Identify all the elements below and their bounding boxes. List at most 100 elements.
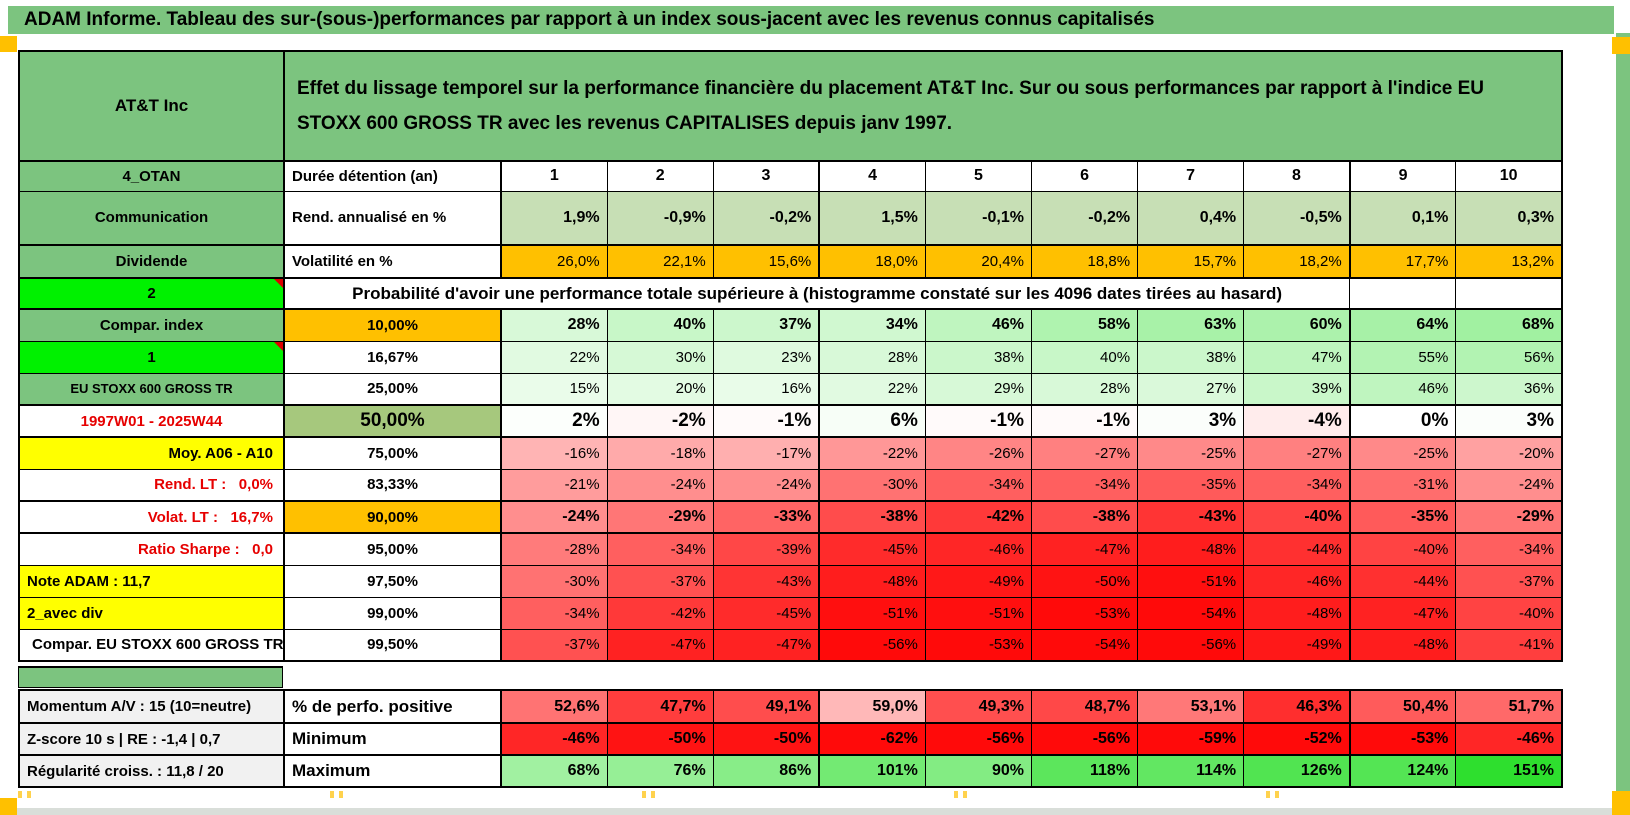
row-label-cell[interactable]: Communication (18, 190, 285, 246)
value-cell[interactable]: 114% (1137, 754, 1245, 788)
value-cell[interactable]: -37% (1455, 564, 1563, 598)
value-cell[interactable]: -40% (1243, 500, 1351, 534)
value-cell[interactable]: -47% (1349, 596, 1457, 630)
value-cell[interactable]: -2% (606, 404, 714, 438)
value-cell[interactable]: -41% (1455, 628, 1563, 662)
value-cell[interactable]: 49,3% (924, 689, 1032, 724)
value-cell[interactable]: -16% (500, 436, 608, 470)
value-cell[interactable]: -22% (818, 436, 926, 470)
value-cell[interactable]: 50,4% (1349, 689, 1457, 724)
metric-label-cell[interactable]: 16,67% (283, 340, 502, 374)
value-cell[interactable]: 1,5% (818, 190, 926, 246)
value-cell[interactable]: 13,2% (1455, 244, 1563, 279)
value-cell[interactable]: -35% (1349, 500, 1457, 534)
row-label-cell[interactable]: 4_OTAN (18, 160, 285, 192)
value-cell[interactable]: -34% (1030, 468, 1139, 502)
value-cell[interactable]: 3% (1455, 404, 1563, 438)
value-cell[interactable]: 1 (500, 160, 608, 192)
value-cell[interactable]: 20% (606, 372, 714, 406)
value-cell[interactable]: -42% (924, 500, 1032, 534)
metric-label-cell[interactable]: Maximum (283, 754, 502, 788)
value-cell[interactable]: 151% (1455, 754, 1563, 788)
metric-label-cell[interactable]: 95,00% (283, 532, 502, 566)
value-cell[interactable]: 3 (712, 160, 821, 192)
value-cell[interactable]: 1,9% (500, 190, 608, 246)
metric-label-cell[interactable]: Volatilité en % (283, 244, 502, 279)
value-cell[interactable]: 38% (1137, 340, 1245, 374)
value-cell[interactable]: 63% (1137, 308, 1245, 342)
value-cell[interactable]: 46% (924, 308, 1032, 342)
value-cell[interactable]: -26% (924, 436, 1032, 470)
value-cell[interactable]: 60% (1243, 308, 1351, 342)
value-cell[interactable]: 17,7% (1349, 244, 1457, 279)
value-cell[interactable]: -37% (500, 628, 608, 662)
value-cell[interactable]: 6% (818, 404, 926, 438)
value-cell[interactable]: -47% (712, 628, 821, 662)
value-cell[interactable]: -46% (924, 532, 1032, 566)
value-cell[interactable]: -46% (1455, 722, 1563, 756)
value-cell[interactable]: 47% (1243, 340, 1351, 374)
value-cell[interactable]: -0,9% (606, 190, 714, 246)
probability-note-cell[interactable]: Probabilité d'avoir une performance tota… (283, 277, 1351, 310)
value-cell[interactable]: -51% (924, 596, 1032, 630)
value-cell[interactable]: -29% (606, 500, 714, 534)
value-cell[interactable]: 76% (606, 754, 714, 788)
row-label-cell[interactable]: Ratio Sharpe : 0,0 (18, 532, 285, 566)
value-cell[interactable]: -56% (1030, 722, 1139, 756)
value-cell[interactable]: -34% (500, 596, 608, 630)
value-cell[interactable]: -49% (924, 564, 1032, 598)
value-cell[interactable]: -39% (712, 532, 821, 566)
row-label-cell[interactable]: Moy. A06 - A10 (18, 436, 285, 470)
value-cell[interactable]: -53% (1030, 596, 1139, 630)
value-cell[interactable]: -51% (818, 596, 926, 630)
value-cell[interactable]: 18,0% (818, 244, 926, 279)
instrument-name-cell[interactable]: AT&T Inc (18, 50, 285, 162)
value-cell[interactable]: 28% (1030, 372, 1139, 406)
value-cell[interactable]: 58% (1030, 308, 1139, 342)
value-cell[interactable]: -25% (1349, 436, 1457, 470)
value-cell[interactable]: -43% (1137, 500, 1245, 534)
value-cell[interactable]: -53% (1349, 722, 1457, 756)
row-label-cell[interactable]: Volat. LT : 16,7% (18, 500, 285, 534)
value-cell[interactable]: 53,1% (1137, 689, 1245, 724)
value-cell[interactable]: -30% (818, 468, 926, 502)
value-cell[interactable]: 16% (712, 372, 821, 406)
value-cell[interactable]: 52,6% (500, 689, 608, 724)
value-cell[interactable]: 2 (606, 160, 714, 192)
value-cell[interactable]: 40% (606, 308, 714, 342)
value-cell[interactable]: 47,7% (606, 689, 714, 724)
description-cell[interactable]: Effet du lissage temporel sur la perform… (283, 50, 1563, 162)
value-cell[interactable]: -24% (606, 468, 714, 502)
value-cell[interactable]: -0,2% (712, 190, 821, 246)
value-cell[interactable]: -35% (1137, 468, 1245, 502)
value-cell[interactable]: -31% (1349, 468, 1457, 502)
value-cell[interactable]: 4 (818, 160, 926, 192)
value-cell[interactable]: -21% (500, 468, 608, 502)
value-cell[interactable]: -42% (606, 596, 714, 630)
value-cell[interactable]: 124% (1349, 754, 1457, 788)
value-cell[interactable]: -27% (1030, 436, 1139, 470)
value-cell[interactable]: 90% (924, 754, 1032, 788)
value-cell[interactable]: -24% (500, 500, 608, 534)
metric-label-cell[interactable]: 25,00% (283, 372, 502, 406)
value-cell[interactable]: 15% (500, 372, 608, 406)
value-cell[interactable]: -48% (818, 564, 926, 598)
value-cell[interactable]: -48% (1243, 596, 1351, 630)
value-cell[interactable]: -0,2% (1030, 190, 1139, 246)
value-cell[interactable]: -54% (1030, 628, 1139, 662)
value-cell[interactable]: -20% (1455, 436, 1563, 470)
metric-label-cell[interactable]: 50,00% (283, 404, 502, 438)
row-label-cell[interactable]: 1 (18, 340, 285, 374)
value-cell[interactable]: 9 (1349, 160, 1457, 192)
metric-label-cell[interactable]: Durée détention (an) (283, 160, 502, 192)
value-cell[interactable]: 6 (1030, 160, 1139, 192)
value-cell[interactable]: -28% (500, 532, 608, 566)
value-cell[interactable]: 48,7% (1030, 689, 1139, 724)
value-cell[interactable]: -62% (818, 722, 926, 756)
value-cell[interactable]: 26,0% (500, 244, 608, 279)
value-cell[interactable]: -59% (1137, 722, 1245, 756)
metric-label-cell[interactable]: 99,00% (283, 596, 502, 630)
value-cell[interactable]: 59,0% (818, 689, 926, 724)
value-cell[interactable]: -1% (712, 404, 821, 438)
value-cell[interactable]: -34% (606, 532, 714, 566)
